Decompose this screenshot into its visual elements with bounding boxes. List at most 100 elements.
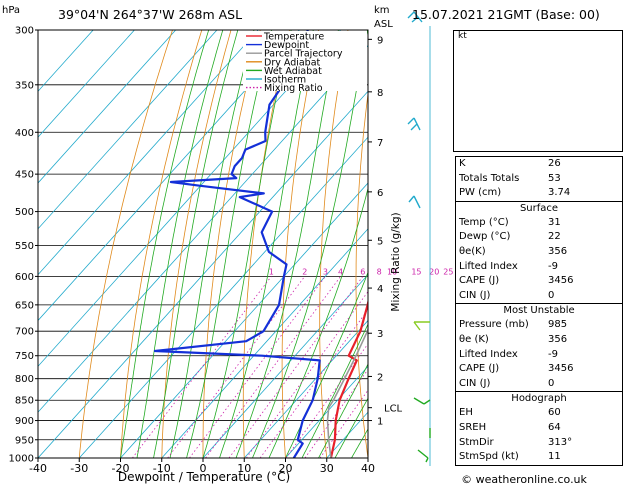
index-row: K 26 [456,157,622,172]
wind-barb-icon [408,195,421,209]
wet-adiabat-line [153,30,239,458]
surface-value: 22 [548,231,561,243]
hodograph-table-title: Hodograph [511,393,567,405]
wind-barb-icon [407,11,423,23]
dry-adiabat-line [78,30,173,458]
pressure-tick-label: 1000 [9,454,34,465]
surface-row: θe(K) 356 [456,245,622,260]
mixing-ratio-line [259,308,368,458]
parcel-trajectory-series [326,327,368,458]
legend-box [243,31,367,91]
surface-value: 0 [548,289,555,301]
x-tick-label: 20 [279,462,293,475]
surface-value: 31 [548,216,561,228]
index-label: K [459,158,466,169]
km-tick-label: 5 [377,236,383,247]
hodograph-unit-label: kt [458,31,467,41]
x-tick-label: 0 [200,462,207,475]
legend-label: Dewpoint [264,40,309,51]
x-axis-title: Dewpoint / Temperature (°C) [118,470,290,484]
dry-adiabat-line [355,90,368,458]
wet-adiabat-line [252,30,368,458]
legend-label: Mixing Ratio [264,83,323,94]
hodograph-value: 11 [548,451,561,463]
mixing-ratio-label: 8 [377,267,382,276]
isotherm-line [78,136,368,458]
hpa-label: hPa [2,5,20,16]
hodograph-row: StmDir 313° [456,436,622,451]
wet-adiabat-line [235,30,339,458]
mixing-ratio-label: 15 [411,267,421,276]
most-unstable-row: θe (K) 356 [456,333,622,348]
hodograph-value: 60 [548,407,561,419]
wind-barb-icon [407,117,421,131]
isotherm-line [243,319,368,458]
surface-label: CIN (J) [459,289,491,301]
legend-label: Dry Adiabat [264,57,321,68]
surface-label: θe(K) [459,245,486,257]
pressure-tick-label: 750 [15,351,34,362]
pressure-tick-label: 800 [15,374,34,385]
wet-adiabat-line [334,397,368,458]
surface-row: Lifted Index -9 [456,260,622,275]
hodograph-label: SREH [459,421,487,433]
wet-adiabat-line [301,323,368,458]
surface-row: CIN (J) 0 [456,289,622,304]
pressure-tick-label: 600 [15,272,34,283]
surface-value: 356 [548,245,568,257]
isotherm-line [38,30,135,138]
most-unstable-label: CAPE (J) [459,363,500,375]
x-tick-label: -20 [112,462,130,475]
mixing-ratio-label: 25 [443,267,453,276]
mixing-ratio-label: 20 [429,267,439,276]
pressure-tick-label: 850 [15,396,34,407]
dry-adiabat-line [281,30,320,458]
wet-adiabat-line [120,30,210,458]
pressure-tick-label: 900 [15,416,34,427]
pressure-tick-label: 950 [15,435,34,446]
location-label: 39°04'N 264°37'W 268m ASL [58,7,242,22]
index-value: 26 [548,158,561,169]
mixing-ratio-line [205,276,341,458]
surface-label: CAPE (J) [459,275,500,287]
plot-frame [37,29,369,459]
wet-adiabat-line [169,30,255,458]
surface-title: Surface [519,202,559,214]
km-tick-label: 1 [377,417,383,428]
hodograph-label: StmDir [459,436,494,448]
isotherm-line [38,30,218,230]
pressure-tick-label: 650 [15,300,34,311]
hodograph-label: StmSpd (kt) [459,451,519,463]
km-tick-label: 9 [377,35,383,46]
legend-label: Wet Adiabat [264,66,322,77]
pressure-tick-label: 350 [15,80,34,91]
pressure-tick-label: 400 [15,128,34,139]
isotherm-line [38,30,341,367]
datetime-label: 15.07.2021 21GMT (Base: 00) [412,7,600,22]
most-unstable-label: θe (K) [459,333,489,345]
mixing-ratio-label: 2 [302,267,307,276]
most-unstable-value: -9 [548,348,558,360]
surface-label: Temp (°C) [459,216,509,228]
wind-barb-icon [413,397,431,405]
isotherm-line [161,228,368,458]
most-unstable-row: CIN (J) 0 [456,377,622,392]
pressure-tick-label: 700 [15,327,34,338]
mixing-ratio-line [132,276,272,458]
most-unstable-value: 3456 [548,363,574,375]
mixing-ratio-line [319,389,368,458]
most-unstable-row: Lifted Index -9 [456,348,622,363]
most-unstable-label: Lifted Index [459,348,518,360]
pressure-tick-label: 500 [15,207,34,218]
asl-label: ASL [374,19,393,30]
pressure-tick-label: 450 [15,170,34,181]
mixing-ratio-line [285,343,368,458]
legend-label: Temperature [263,32,324,43]
most-unstable-value: 356 [548,333,568,345]
km-tick-label: 3 [377,329,383,340]
most-unstable-row: Pressure (mb) 985 [456,318,622,333]
index-value: 53 [548,172,561,184]
isotherm-line [38,44,368,413]
km-tick-label: 2 [377,372,383,383]
mixing-ratio-label: 10 [387,267,397,276]
